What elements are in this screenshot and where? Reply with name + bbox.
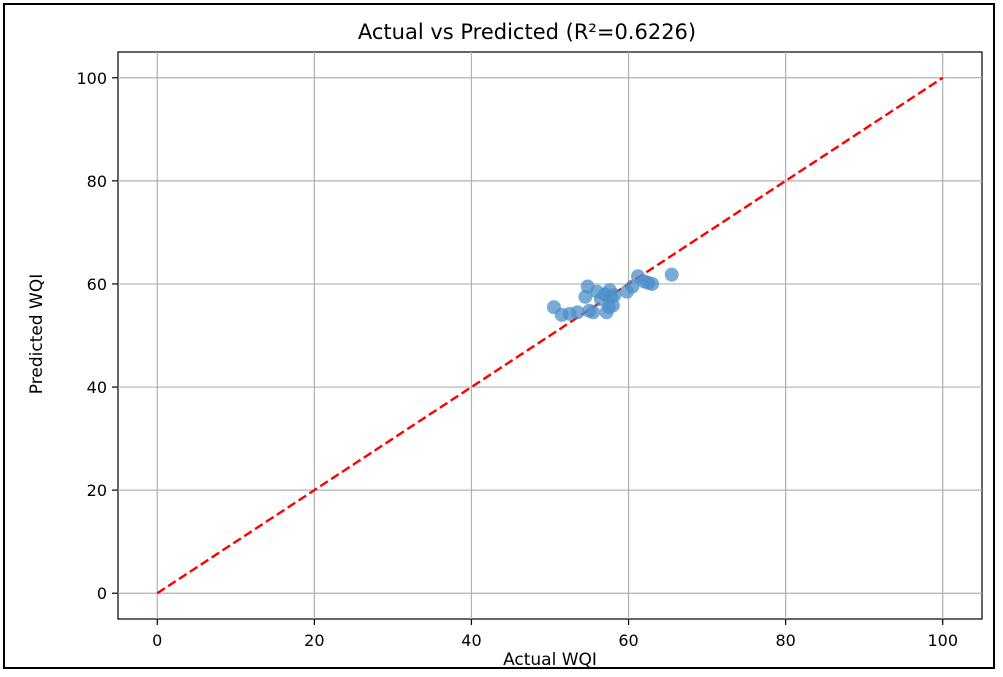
- x-tick-label: 80: [775, 631, 795, 650]
- chart-title: Actual vs Predicted (R²=0.6226): [358, 20, 696, 44]
- x-tick-label: 40: [461, 631, 481, 650]
- scatter-point: [586, 305, 601, 320]
- x-axis-label: Actual WQI: [503, 650, 597, 667]
- x-tick-label: 0: [152, 631, 162, 650]
- scatter-chart: Actual vs Predicted (R²=0.6226) 0 20 40 60 8…: [27, 20, 983, 670]
- y-tick-label: 0: [97, 584, 107, 603]
- reference-line: [156, 76, 944, 595]
- x-axis-ticks: 0 20 40 60 80 100: [152, 619, 958, 650]
- y-tick-label: 80: [87, 172, 107, 191]
- x-tick-label: 100: [927, 631, 958, 650]
- y-axis-ticks: 0 20 40 60 80 100: [76, 69, 118, 603]
- y-tick-label: 20: [87, 481, 107, 500]
- y-tick-label: 60: [87, 275, 107, 294]
- scatter-point: [664, 267, 679, 282]
- x-tick-label: 20: [304, 631, 324, 650]
- scatter-point: [570, 305, 585, 320]
- y-axis-label: Predicted WQI: [27, 274, 47, 394]
- scatter-point: [605, 298, 620, 313]
- y-tick-label: 100: [76, 69, 107, 88]
- scatter-point: [645, 276, 660, 291]
- scatter-point: [625, 279, 640, 294]
- figure-frame: Actual vs Predicted (R²=0.6226) 0 20 40 60 8…: [3, 3, 995, 670]
- x-tick-label: 60: [618, 631, 638, 650]
- scatter-point: [607, 288, 622, 303]
- reference-line-group: [156, 76, 944, 595]
- scatter-points: [546, 267, 679, 322]
- grid-lines: [118, 52, 982, 619]
- y-tick-label: 40: [87, 378, 107, 397]
